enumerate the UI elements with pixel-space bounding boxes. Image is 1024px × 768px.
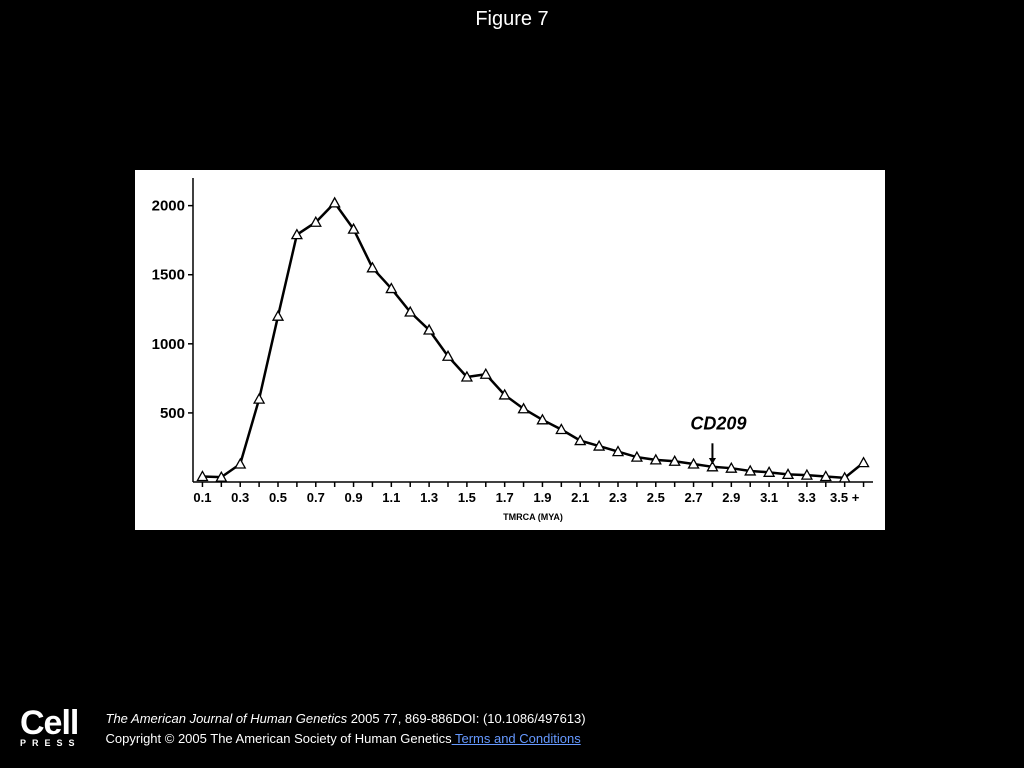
footer-text: The American Journal of Human Genetics 2… xyxy=(106,709,586,748)
svg-text:0.9: 0.9 xyxy=(345,490,363,505)
svg-text:2.9: 2.9 xyxy=(722,490,740,505)
svg-text:1.5: 1.5 xyxy=(458,490,476,505)
terms-link[interactable]: Terms and Conditions xyxy=(452,731,581,746)
svg-text:3.5 +: 3.5 + xyxy=(830,490,860,505)
logo-main: Cell xyxy=(20,709,81,738)
svg-text:1.7: 1.7 xyxy=(496,490,514,505)
cell-press-logo: Cell PRESS xyxy=(20,709,81,748)
citation-journal: The American Journal of Human Genetics xyxy=(106,711,348,726)
svg-text:2.3: 2.3 xyxy=(609,490,627,505)
svg-text:2.7: 2.7 xyxy=(685,490,703,505)
slide-root: Figure 7 500 1000 1500 2000 0.1 0.3 0.5 0.7 0.9 1… xyxy=(0,0,1024,768)
svg-text:2.5: 2.5 xyxy=(647,490,665,505)
copyright-text: Copyright © 2005 The American Society of… xyxy=(106,731,452,746)
svg-text:3.1: 3.1 xyxy=(760,490,778,505)
svg-text:0.5: 0.5 xyxy=(269,490,287,505)
svg-text:1000: 1000 xyxy=(152,336,185,353)
svg-text:1.9: 1.9 xyxy=(533,490,551,505)
svg-text:0.1: 0.1 xyxy=(193,490,211,505)
tmrca-chart: 500 1000 1500 2000 0.1 0.3 0.5 0.7 0.9 1.1 1.3 1.5 1… xyxy=(135,170,885,530)
chart-panel: 500 1000 1500 2000 0.1 0.3 0.5 0.7 0.9 1.1 1.3 1.5 1… xyxy=(135,170,885,530)
citation-rest: 2005 77, 869-886DOI: (10.1086/497613) xyxy=(347,711,586,726)
svg-text:1500: 1500 xyxy=(152,267,185,284)
svg-text:500: 500 xyxy=(160,405,185,422)
svg-text:0.7: 0.7 xyxy=(307,490,325,505)
svg-text:3.3: 3.3 xyxy=(798,490,816,505)
svg-text:1.3: 1.3 xyxy=(420,490,438,505)
figure-title: Figure 7 xyxy=(0,8,1024,31)
svg-text:0.3: 0.3 xyxy=(231,490,249,505)
svg-text:1.1: 1.1 xyxy=(382,490,400,505)
svg-text:TMRCA (MYA): TMRCA (MYA) xyxy=(503,512,563,522)
citation-line: The American Journal of Human Genetics 2… xyxy=(106,709,586,729)
svg-text:CD209: CD209 xyxy=(690,413,746,433)
svg-text:2000: 2000 xyxy=(152,198,185,215)
footer: Cell PRESS The American Journal of Human… xyxy=(20,709,586,748)
logo-sub: PRESS xyxy=(20,740,81,748)
copyright-line: Copyright © 2005 The American Society of… xyxy=(106,729,586,749)
svg-text:2.1: 2.1 xyxy=(571,490,589,505)
